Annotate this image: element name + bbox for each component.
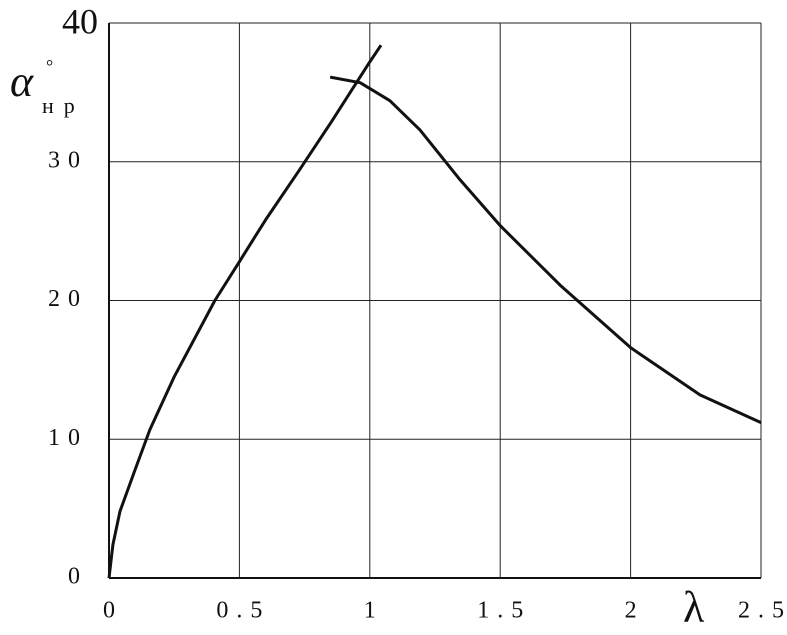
x-tick-label: 1.5 xyxy=(477,598,531,624)
line-series xyxy=(329,75,762,424)
y-axis-label: α xyxy=(10,57,34,106)
y-tick-label: 0 xyxy=(68,564,88,590)
y-tick-label: 20 xyxy=(48,286,88,312)
x-tick-label: 0 xyxy=(103,598,123,624)
y-tick-label: 30 xyxy=(48,147,88,173)
line-series xyxy=(107,44,383,579)
x-tick-label: 2 xyxy=(625,598,645,624)
y-tick-label: 10 xyxy=(48,425,88,451)
y-tick-label: 40 xyxy=(62,1,98,41)
x-tick-label: 2.5 xyxy=(738,598,787,624)
y-axis-label-superscript: ° xyxy=(46,56,53,76)
x-axis-label: λ xyxy=(683,583,705,632)
y-axis-label-subscript: нр xyxy=(42,93,85,118)
x-tick-label: 1 xyxy=(364,598,384,624)
x-tick-label: 0.5 xyxy=(216,598,270,624)
